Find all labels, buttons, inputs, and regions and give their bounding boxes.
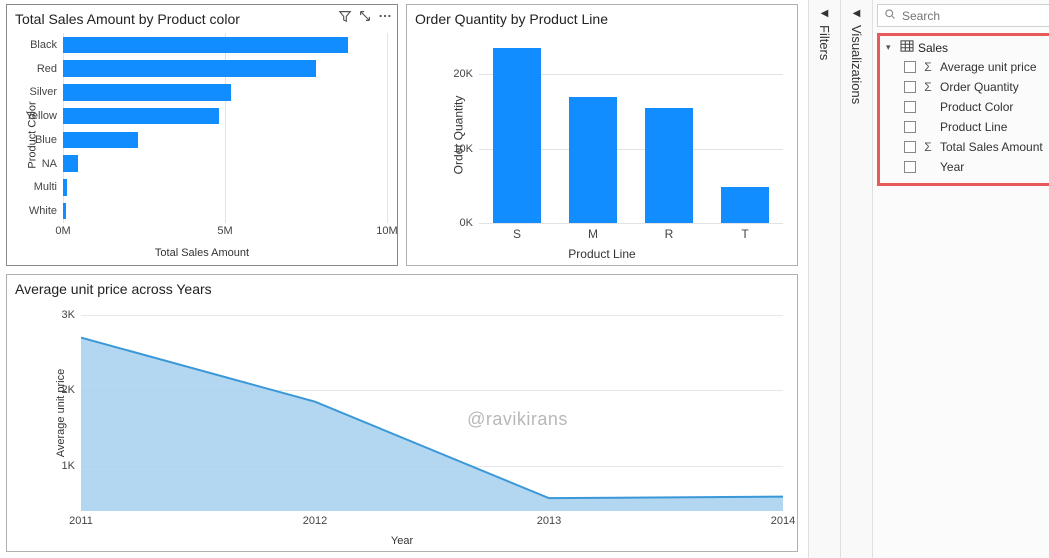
bar[interactable] bbox=[721, 187, 768, 223]
chevron-left-icon: ◀ bbox=[851, 8, 862, 19]
bar[interactable] bbox=[569, 97, 616, 223]
visual-title: Average unit price across Years bbox=[7, 275, 797, 297]
x-category-label: R bbox=[631, 227, 707, 243]
fields-search-box[interactable] bbox=[877, 4, 1049, 27]
bar[interactable] bbox=[63, 155, 78, 172]
area-series bbox=[81, 315, 783, 511]
x-axis-category-labels: SMRT bbox=[479, 227, 783, 243]
visual-sales-by-color[interactable]: Total Sales Amount by Product color Prod… bbox=[6, 4, 398, 266]
y-category-label: Red bbox=[7, 57, 57, 81]
fields-list: Σ Average unit price Σ Order Quantity Produc… bbox=[882, 57, 1049, 177]
filters-pane-collapsed[interactable]: ◀ Filters bbox=[808, 0, 840, 558]
visualizations-pane-label: Visualizations bbox=[849, 25, 864, 104]
y-category-label: Yellow bbox=[7, 104, 57, 128]
focus-mode-icon[interactable] bbox=[357, 8, 373, 24]
hbar-plot-area bbox=[63, 33, 387, 223]
field-row[interactable]: Product Color bbox=[882, 97, 1049, 117]
field-label: Product Color bbox=[940, 100, 1013, 114]
y-category-label: NA bbox=[7, 152, 57, 176]
field-label: Average unit price bbox=[940, 60, 1037, 74]
watermark-text: @ravikirans bbox=[467, 409, 568, 430]
filters-pane-label: Filters bbox=[817, 25, 832, 60]
bar[interactable] bbox=[645, 108, 692, 223]
y-axis-tick-labels: 1K2K3K bbox=[51, 315, 79, 511]
x-axis-tick-labels: 0M5M10M bbox=[63, 225, 387, 241]
chevron-left-icon: ◀ bbox=[819, 8, 830, 19]
fields-pane: ▾ Sales Σ Average unit price Σ Order Quanti… bbox=[872, 0, 1049, 558]
y-tick-label: 1K bbox=[62, 460, 75, 472]
bar[interactable] bbox=[63, 179, 67, 196]
x-axis-title: Product Line bbox=[407, 247, 797, 261]
y-tick-label: 10K bbox=[453, 143, 473, 155]
sigma-icon: Σ bbox=[922, 80, 934, 94]
bar[interactable] bbox=[63, 37, 348, 54]
filter-icon[interactable] bbox=[337, 8, 353, 24]
y-tick-label: 2K bbox=[62, 384, 75, 396]
area-plot-area: @ravikirans bbox=[81, 315, 783, 511]
search-icon bbox=[884, 8, 896, 23]
report-canvas[interactable]: Total Sales Amount by Product color Prod… bbox=[0, 0, 808, 558]
y-axis-category-labels: BlackRedSilverYellowBlueNAMultiWhite bbox=[7, 33, 61, 223]
sigma-icon: Σ bbox=[922, 60, 934, 74]
visual-order-qty-by-product-line[interactable]: Order Quantity by Product Line Order Qua… bbox=[406, 4, 798, 266]
x-tick-label: 0M bbox=[55, 225, 70, 237]
x-axis-tick-labels: 2011201220132014 bbox=[81, 515, 783, 531]
x-tick-label: 2013 bbox=[537, 515, 561, 527]
y-category-label: White bbox=[7, 199, 57, 223]
field-checkbox[interactable] bbox=[904, 81, 916, 93]
y-category-label: Multi bbox=[7, 176, 57, 200]
x-tick-label: 2011 bbox=[69, 515, 93, 527]
y-tick-label: 3K bbox=[62, 309, 75, 321]
y-tick-label: 0K bbox=[460, 217, 473, 229]
x-category-label: T bbox=[707, 227, 783, 243]
x-tick-label: 2014 bbox=[771, 515, 795, 527]
field-row[interactable]: Σ Average unit price bbox=[882, 57, 1049, 77]
more-options-icon[interactable] bbox=[377, 8, 393, 24]
field-label: Year bbox=[940, 160, 964, 174]
fields-table-header[interactable]: ▾ Sales bbox=[882, 38, 1049, 57]
fields-table-name: Sales bbox=[918, 41, 948, 55]
visual-avg-price-across-years[interactable]: Average unit price across Years Average … bbox=[6, 274, 798, 552]
field-checkbox[interactable] bbox=[904, 61, 916, 73]
x-category-label: M bbox=[555, 227, 631, 243]
field-row[interactable]: Σ Total Sales Amount bbox=[882, 137, 1049, 157]
x-tick-label: 5M bbox=[217, 225, 232, 237]
bar[interactable] bbox=[63, 203, 66, 220]
field-row[interactable]: Year bbox=[882, 157, 1049, 177]
y-category-label: Silver bbox=[7, 81, 57, 105]
bar[interactable] bbox=[63, 132, 138, 149]
visual-title: Order Quantity by Product Line bbox=[407, 5, 797, 27]
x-tick-label: 10M bbox=[376, 225, 397, 237]
field-label: Total Sales Amount bbox=[940, 140, 1043, 154]
x-tick-label: 2012 bbox=[303, 515, 327, 527]
field-row[interactable]: Product Line bbox=[882, 117, 1049, 137]
chevron-down-icon: ▾ bbox=[886, 42, 896, 53]
bar[interactable] bbox=[63, 84, 231, 101]
x-category-label: S bbox=[479, 227, 555, 243]
fields-search-input[interactable] bbox=[902, 9, 1049, 23]
field-checkbox[interactable] bbox=[904, 101, 916, 113]
sigma-icon: Σ bbox=[922, 140, 934, 154]
vbar-plot-area bbox=[479, 37, 783, 223]
bar[interactable] bbox=[63, 108, 219, 125]
visual-header-icons bbox=[337, 8, 393, 24]
y-axis-tick-labels: 0K10K20K bbox=[449, 37, 477, 223]
field-label: Product Line bbox=[940, 120, 1007, 134]
y-tick-label: 20K bbox=[453, 68, 473, 80]
y-category-label: Black bbox=[7, 33, 57, 57]
table-icon bbox=[900, 40, 914, 55]
field-checkbox[interactable] bbox=[904, 141, 916, 153]
field-row[interactable]: Σ Order Quantity bbox=[882, 77, 1049, 97]
x-axis-title: Year bbox=[7, 535, 797, 547]
y-category-label: Blue bbox=[7, 128, 57, 152]
x-axis-title: Total Sales Amount bbox=[7, 247, 397, 259]
visualizations-pane-collapsed[interactable]: ◀ Visualizations bbox=[840, 0, 872, 558]
field-checkbox[interactable] bbox=[904, 161, 916, 173]
bar[interactable] bbox=[493, 48, 540, 223]
fields-highlight-box: ▾ Sales Σ Average unit price Σ Order Quanti… bbox=[877, 33, 1049, 186]
field-label: Order Quantity bbox=[940, 80, 1019, 94]
bar[interactable] bbox=[63, 60, 316, 77]
field-checkbox[interactable] bbox=[904, 121, 916, 133]
